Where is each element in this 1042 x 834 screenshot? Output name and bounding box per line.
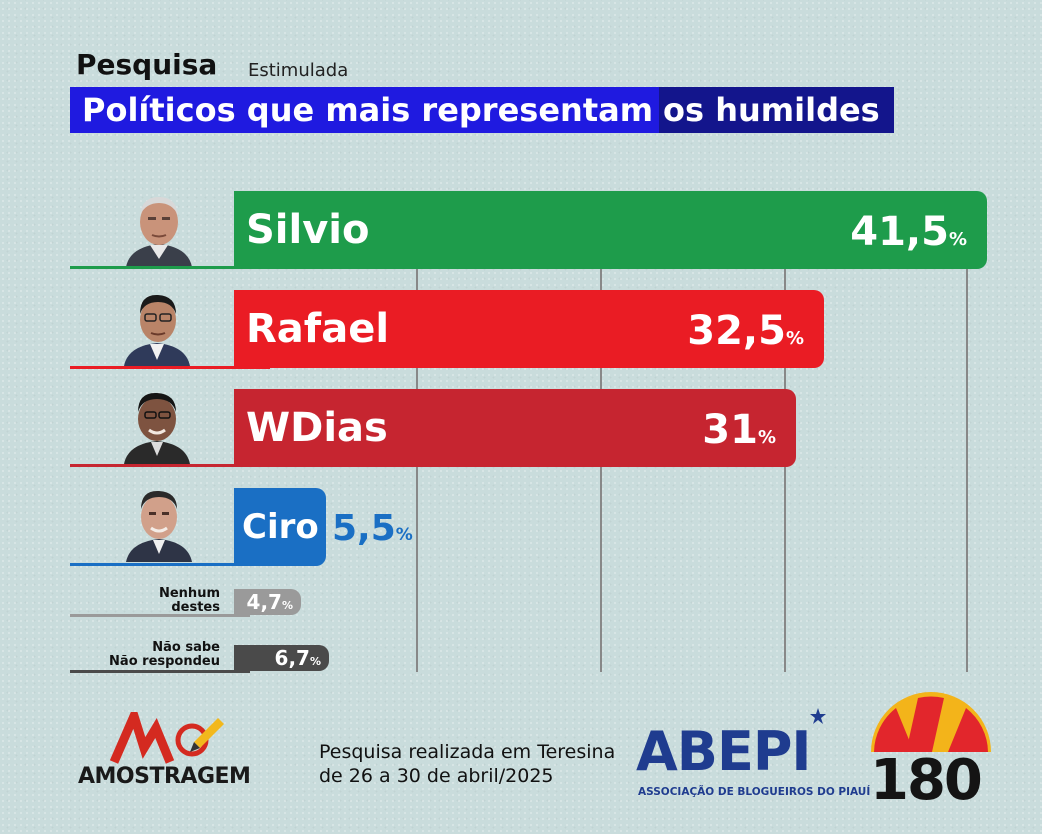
gridline xyxy=(600,268,602,672)
row-underline xyxy=(70,366,270,369)
bar-label: Rafael xyxy=(246,306,390,352)
row-underline xyxy=(70,563,270,566)
bar-nenhum: 4,7% xyxy=(234,589,301,615)
bar-label: Silvio xyxy=(246,207,370,253)
title-bar: Políticos que mais representam os humild… xyxy=(70,87,894,133)
bar-value: 31% xyxy=(702,406,776,453)
minor-label-naosabe: Não sabe Não respondeu xyxy=(109,640,220,669)
footer-text: Pesquisa realizada em Teresina de 26 a 3… xyxy=(319,740,615,788)
sun-mark-icon xyxy=(871,692,991,752)
star-icon xyxy=(810,708,826,724)
bar-value-ciro: 5,5% xyxy=(332,508,413,549)
footer-line2: de 26 a 30 de abril/2025 xyxy=(319,765,554,787)
abepi-logo: ABEPI ASSOCIAÇÃO DE BLOGUEIROS DO PIAUÍ xyxy=(636,708,870,802)
bar-silvio: Silvio 41,5% xyxy=(234,191,987,269)
gridline xyxy=(416,268,418,672)
footer-line1: Pesquisa realizada em Teresina xyxy=(319,741,616,763)
gridline xyxy=(966,268,968,672)
amostragem-text: AMOSTRAGEM xyxy=(78,764,251,789)
bar-ciro: Ciro xyxy=(234,488,326,566)
bar-naosabe: 6,7% xyxy=(234,645,329,671)
logo-180: 180 xyxy=(866,690,996,813)
photo-silvio xyxy=(120,189,198,267)
photo-wdias xyxy=(118,386,196,464)
row-underline xyxy=(70,266,270,269)
chart-title-part1: Políticos que mais representam xyxy=(70,87,660,133)
bar-wdias: WDias 31% xyxy=(234,389,796,467)
bar-label: Ciro xyxy=(242,507,319,547)
brand-180-text: 180 xyxy=(870,748,983,813)
header-sublabel: Estimulada xyxy=(248,60,349,81)
abepi-subtitle: ASSOCIAÇÃO DE BLOGUEIROS DO PIAUÍ xyxy=(638,786,871,798)
amostragem-logo: AMOSTRAGEM xyxy=(78,703,278,794)
bar-label: WDias xyxy=(246,405,388,451)
bar-rafael: Rafael 32,5% xyxy=(234,290,824,368)
minor-label-nenhum: Nenhum destes xyxy=(158,586,220,615)
bar-value: 4,7% xyxy=(246,590,293,614)
amostragem-mark-icon xyxy=(109,703,224,764)
row-underline xyxy=(70,614,250,617)
photo-ciro xyxy=(120,484,198,562)
gridline xyxy=(784,268,786,672)
photo-rafael xyxy=(118,288,196,366)
chart-title-part2: os humildes xyxy=(659,87,894,133)
bar-value: 6,7% xyxy=(274,646,321,670)
row-underline xyxy=(70,670,250,673)
bar-value: 32,5% xyxy=(687,307,804,354)
abepi-text: ABEPI xyxy=(636,720,812,783)
header-label: Pesquisa xyxy=(76,48,218,81)
row-underline xyxy=(70,464,270,467)
bar-value: 41,5% xyxy=(850,208,967,255)
